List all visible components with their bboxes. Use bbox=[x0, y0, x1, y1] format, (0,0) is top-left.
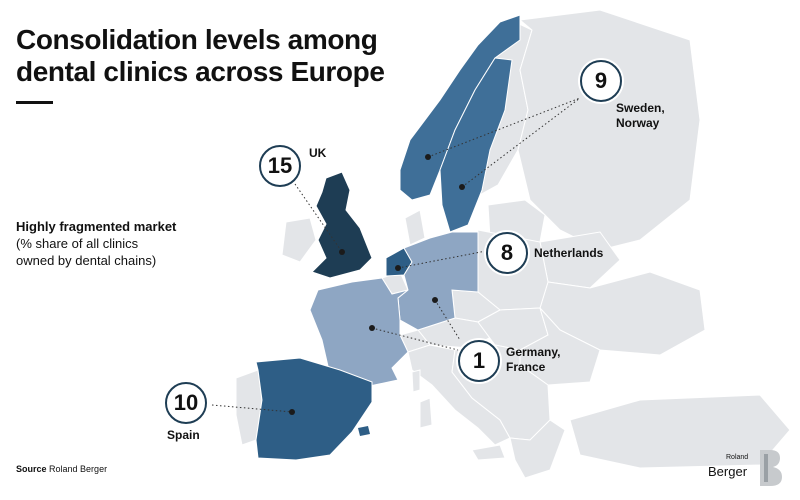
callout-badge-germany-france: 1 bbox=[458, 340, 500, 382]
title-line-2: dental clinics across Europe bbox=[16, 56, 385, 87]
logo-text-big: Berger bbox=[708, 464, 748, 479]
dot-germany bbox=[432, 297, 438, 303]
country-greece bbox=[509, 419, 566, 479]
island-sicily bbox=[471, 444, 506, 461]
country-denmark bbox=[404, 209, 426, 246]
source-prefix: Source bbox=[16, 464, 47, 474]
leader-france bbox=[371, 327, 459, 351]
dot-uk bbox=[339, 249, 345, 255]
region-sweden-norway bbox=[399, 14, 521, 233]
dot-netherlands bbox=[395, 265, 401, 271]
callout-label-netherlands: Netherlands bbox=[534, 246, 604, 260]
callout-label-line-1: Sweden, bbox=[616, 101, 665, 115]
dot-norway bbox=[425, 154, 431, 160]
leader-netherlands bbox=[397, 250, 487, 269]
island-corsica bbox=[411, 369, 421, 393]
callout-label-line-2: France bbox=[506, 360, 546, 374]
title-underline bbox=[16, 101, 53, 104]
country-sweden bbox=[439, 57, 513, 233]
callout-badge-uk: 15 bbox=[259, 145, 301, 187]
callout-label-line-1: Germany, bbox=[506, 345, 561, 359]
country-russia bbox=[517, 9, 701, 251]
callout-badge-netherlands: 8 bbox=[486, 232, 528, 274]
callout-label-uk: UK bbox=[309, 146, 327, 160]
country-uk bbox=[311, 171, 373, 279]
dot-sweden bbox=[459, 184, 465, 190]
source-text: Roland Berger bbox=[49, 464, 108, 474]
legend-subtitle-line-2: owned by dental chains) bbox=[16, 253, 157, 268]
source-note: Source Roland Berger bbox=[16, 464, 107, 474]
leader-sweden bbox=[461, 97, 581, 188]
callout-label-sweden-norway: Sweden, Norway bbox=[616, 101, 665, 131]
title-line-1: Consolidation levels among bbox=[16, 24, 378, 55]
callout-badge-spain: 10 bbox=[165, 382, 207, 424]
dot-france bbox=[369, 325, 375, 331]
logo-b-icon bbox=[760, 450, 782, 486]
leader-dots bbox=[289, 154, 465, 415]
page-title: Consolidation levels among dental clinic… bbox=[16, 24, 416, 88]
island-balearic bbox=[358, 426, 370, 436]
island-sardinia bbox=[419, 397, 433, 429]
callout-label-germany-france: Germany, France bbox=[506, 345, 560, 375]
legend: Highly fragmented market (% share of all… bbox=[16, 218, 216, 269]
callout-label-line-2: Norway bbox=[616, 116, 660, 130]
callout-label-spain: Spain bbox=[167, 428, 200, 442]
leader-spain bbox=[211, 404, 293, 413]
callout-badge-sweden-norway: 9 bbox=[580, 60, 622, 102]
country-ireland bbox=[281, 217, 317, 263]
leader-lines bbox=[211, 97, 581, 413]
logo-text-small: Roland bbox=[726, 454, 749, 461]
country-norway bbox=[399, 14, 521, 201]
country-turkey bbox=[569, 394, 791, 469]
country-spain bbox=[255, 357, 373, 461]
leader-uk bbox=[294, 183, 343, 253]
roland-berger-logo: Roland Berger bbox=[706, 448, 786, 488]
country-france bbox=[309, 277, 409, 389]
legend-title: Highly fragmented market bbox=[16, 219, 177, 234]
legend-subtitle-line-1: (% share of all clinics bbox=[16, 236, 139, 251]
dot-spain bbox=[289, 409, 295, 415]
